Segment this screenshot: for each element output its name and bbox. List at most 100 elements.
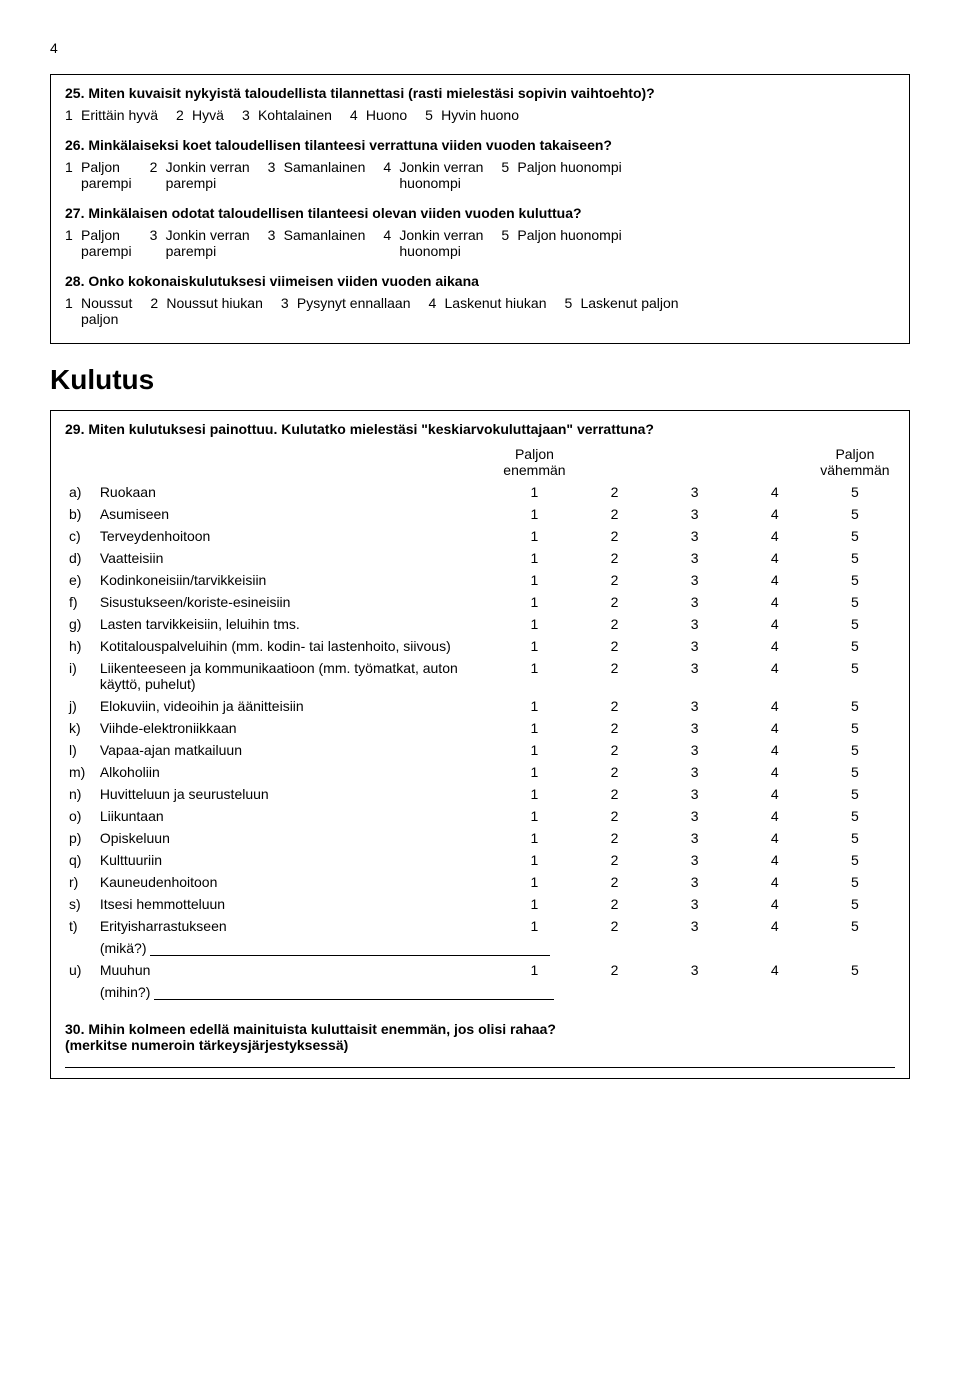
rating-cell[interactable]: 3 bbox=[655, 805, 735, 827]
rating-cell[interactable]: 4 bbox=[735, 783, 815, 805]
q28-opt[interactable]: 3Pysynyt ennallaan bbox=[281, 295, 411, 327]
q28-opt[interactable]: 2Noussut hiukan bbox=[150, 295, 263, 327]
rating-cell[interactable]: 3 bbox=[655, 503, 735, 525]
rating-cell[interactable]: 5 bbox=[815, 915, 895, 937]
rating-cell[interactable]: 3 bbox=[655, 761, 735, 783]
blank-input[interactable] bbox=[150, 941, 550, 956]
rating-cell[interactable]: 4 bbox=[735, 805, 815, 827]
q25-opt[interactable]: 3Kohtalainen bbox=[242, 107, 332, 123]
rating-cell[interactable]: 4 bbox=[735, 871, 815, 893]
rating-cell[interactable]: 1 bbox=[494, 761, 574, 783]
blank-input[interactable] bbox=[154, 985, 554, 1000]
rating-cell[interactable]: 2 bbox=[574, 915, 654, 937]
rating-cell[interactable]: 2 bbox=[574, 657, 654, 695]
rating-cell[interactable]: 5 bbox=[815, 827, 895, 849]
rating-cell[interactable]: 1 bbox=[494, 871, 574, 893]
rating-cell[interactable]: 4 bbox=[735, 739, 815, 761]
rating-cell[interactable]: 4 bbox=[735, 481, 815, 503]
rating-cell[interactable]: 4 bbox=[735, 827, 815, 849]
q27-opt[interactable]: 3Jonkin verranparempi bbox=[150, 227, 250, 259]
rating-cell[interactable]: 4 bbox=[735, 849, 815, 871]
rating-cell[interactable]: 5 bbox=[815, 547, 895, 569]
rating-cell[interactable]: 5 bbox=[815, 739, 895, 761]
rating-cell[interactable]: 3 bbox=[655, 717, 735, 739]
rating-cell[interactable]: 4 bbox=[735, 695, 815, 717]
q25-opt[interactable]: 5Hyvin huono bbox=[425, 107, 519, 123]
row-subquestion[interactable]: (mihin?) bbox=[96, 981, 895, 1003]
rating-cell[interactable]: 1 bbox=[494, 805, 574, 827]
rating-cell[interactable]: 4 bbox=[735, 657, 815, 695]
rating-cell[interactable]: 1 bbox=[494, 481, 574, 503]
rating-cell[interactable]: 4 bbox=[735, 635, 815, 657]
rating-cell[interactable]: 5 bbox=[815, 849, 895, 871]
rating-cell[interactable]: 5 bbox=[815, 783, 895, 805]
rating-cell[interactable]: 1 bbox=[494, 717, 574, 739]
rating-cell[interactable]: 3 bbox=[655, 959, 735, 981]
rating-cell[interactable]: 4 bbox=[735, 503, 815, 525]
rating-cell[interactable]: 1 bbox=[494, 959, 574, 981]
rating-cell[interactable]: 5 bbox=[815, 613, 895, 635]
rating-cell[interactable]: 1 bbox=[494, 525, 574, 547]
rating-cell[interactable]: 4 bbox=[735, 893, 815, 915]
rating-cell[interactable]: 2 bbox=[574, 569, 654, 591]
q26-opt[interactable]: 4Jonkin verranhuonompi bbox=[383, 159, 483, 191]
rating-cell[interactable]: 5 bbox=[815, 481, 895, 503]
q27-opt[interactable]: 1Paljonparempi bbox=[65, 227, 132, 259]
rating-cell[interactable]: 3 bbox=[655, 827, 735, 849]
rating-cell[interactable]: 1 bbox=[494, 657, 574, 695]
rating-cell[interactable]: 5 bbox=[815, 959, 895, 981]
rating-cell[interactable]: 3 bbox=[655, 635, 735, 657]
rating-cell[interactable]: 2 bbox=[574, 525, 654, 547]
q27-opt[interactable]: 5Paljon huonompi bbox=[501, 227, 621, 259]
rating-cell[interactable]: 5 bbox=[815, 695, 895, 717]
rating-cell[interactable]: 1 bbox=[494, 547, 574, 569]
rating-cell[interactable]: 5 bbox=[815, 805, 895, 827]
rating-cell[interactable]: 2 bbox=[574, 695, 654, 717]
rating-cell[interactable]: 1 bbox=[494, 635, 574, 657]
rating-cell[interactable]: 2 bbox=[574, 893, 654, 915]
rating-cell[interactable]: 4 bbox=[735, 959, 815, 981]
rating-cell[interactable]: 1 bbox=[494, 503, 574, 525]
rating-cell[interactable]: 1 bbox=[494, 591, 574, 613]
rating-cell[interactable]: 4 bbox=[735, 613, 815, 635]
rating-cell[interactable]: 2 bbox=[574, 871, 654, 893]
rating-cell[interactable]: 2 bbox=[574, 739, 654, 761]
q26-opt[interactable]: 5Paljon huonompi bbox=[501, 159, 621, 191]
rating-cell[interactable]: 3 bbox=[655, 849, 735, 871]
rating-cell[interactable]: 1 bbox=[494, 695, 574, 717]
q26-opt[interactable]: 1Paljonparempi bbox=[65, 159, 132, 191]
rating-cell[interactable]: 1 bbox=[494, 827, 574, 849]
rating-cell[interactable]: 5 bbox=[815, 871, 895, 893]
q28-opt[interactable]: 1Noussutpaljon bbox=[65, 295, 132, 327]
rating-cell[interactable]: 4 bbox=[735, 717, 815, 739]
rating-cell[interactable]: 4 bbox=[735, 591, 815, 613]
rating-cell[interactable]: 1 bbox=[494, 613, 574, 635]
rating-cell[interactable]: 5 bbox=[815, 525, 895, 547]
rating-cell[interactable]: 1 bbox=[494, 739, 574, 761]
rating-cell[interactable]: 2 bbox=[574, 503, 654, 525]
rating-cell[interactable]: 3 bbox=[655, 893, 735, 915]
rating-cell[interactable]: 5 bbox=[815, 761, 895, 783]
q30-blank-line[interactable] bbox=[65, 1067, 895, 1068]
rating-cell[interactable]: 2 bbox=[574, 547, 654, 569]
q26-opt[interactable]: 3Samanlainen bbox=[268, 159, 366, 191]
rating-cell[interactable]: 5 bbox=[815, 657, 895, 695]
rating-cell[interactable]: 4 bbox=[735, 761, 815, 783]
row-subquestion[interactable]: (mikä?) bbox=[96, 937, 895, 959]
rating-cell[interactable]: 2 bbox=[574, 613, 654, 635]
rating-cell[interactable]: 5 bbox=[815, 893, 895, 915]
rating-cell[interactable]: 3 bbox=[655, 481, 735, 503]
q25-opt[interactable]: 2Hyvä bbox=[176, 107, 224, 123]
rating-cell[interactable]: 4 bbox=[735, 569, 815, 591]
q27-opt[interactable]: 4Jonkin verranhuonompi bbox=[383, 227, 483, 259]
rating-cell[interactable]: 2 bbox=[574, 959, 654, 981]
rating-cell[interactable]: 5 bbox=[815, 591, 895, 613]
rating-cell[interactable]: 3 bbox=[655, 657, 735, 695]
rating-cell[interactable]: 5 bbox=[815, 569, 895, 591]
rating-cell[interactable]: 3 bbox=[655, 739, 735, 761]
rating-cell[interactable]: 2 bbox=[574, 805, 654, 827]
rating-cell[interactable]: 5 bbox=[815, 635, 895, 657]
rating-cell[interactable]: 3 bbox=[655, 591, 735, 613]
rating-cell[interactable]: 3 bbox=[655, 915, 735, 937]
rating-cell[interactable]: 3 bbox=[655, 695, 735, 717]
